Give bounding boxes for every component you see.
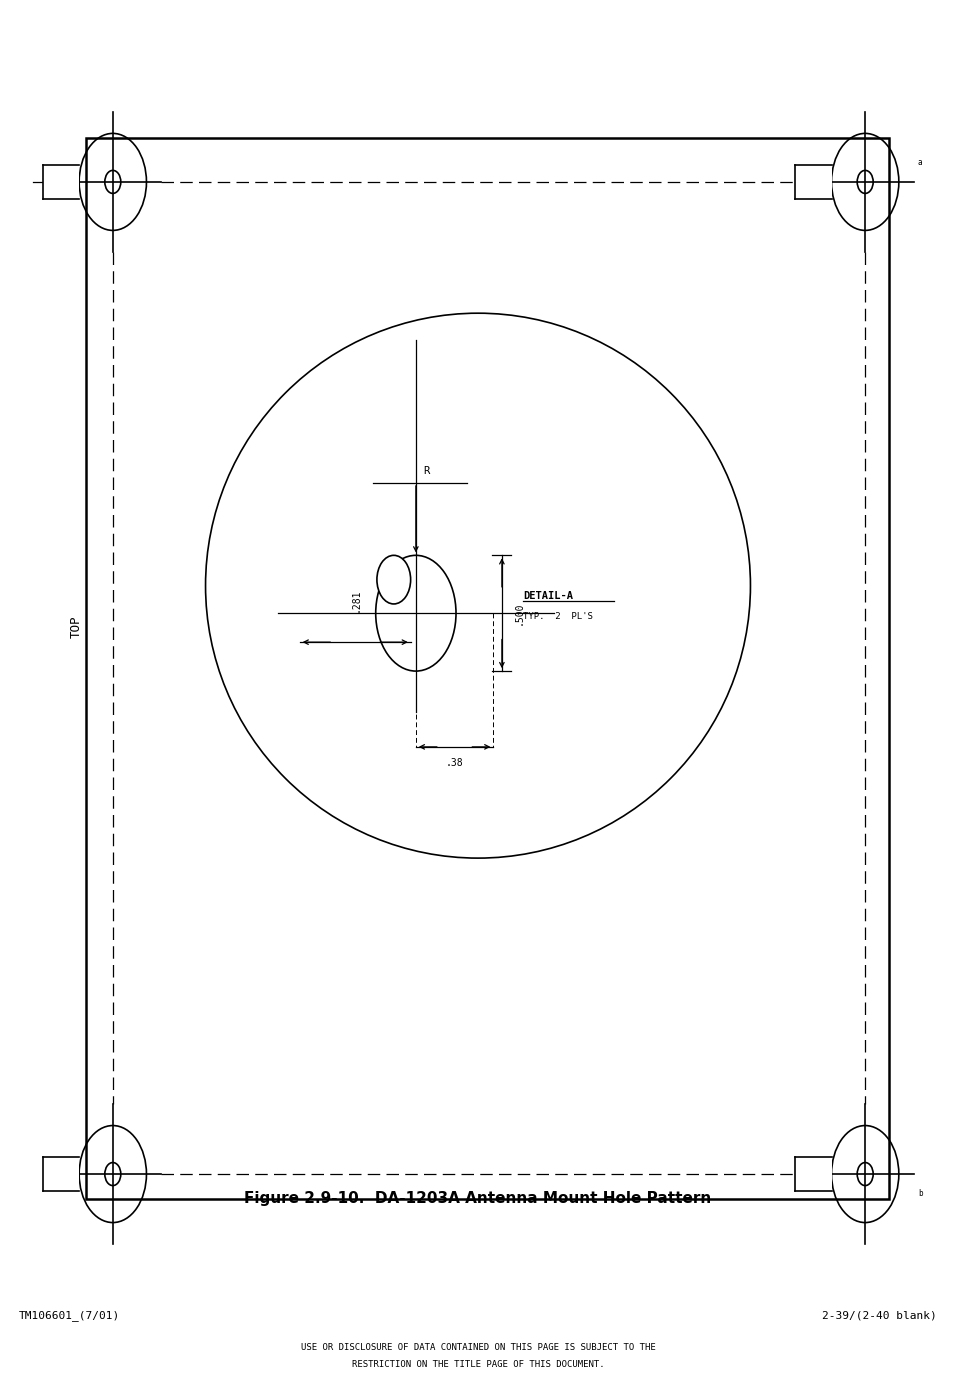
Text: RESTRICTION ON THE TITLE PAGE OF THIS DOCUMENT.: RESTRICTION ON THE TITLE PAGE OF THIS DO… xyxy=(352,1360,604,1368)
Text: b: b xyxy=(918,1189,923,1199)
Text: DETAIL-A: DETAIL-A xyxy=(523,591,574,601)
Text: a: a xyxy=(918,157,923,167)
Bar xyxy=(43,165,79,198)
Text: TM106601_(7/01): TM106601_(7/01) xyxy=(19,1310,120,1322)
Text: TOP: TOP xyxy=(70,616,83,638)
Text: .500: .500 xyxy=(513,601,523,626)
Text: USE OR DISCLOSURE OF DATA CONTAINED ON THIS PAGE IS SUBJECT TO THE: USE OR DISCLOSURE OF DATA CONTAINED ON T… xyxy=(300,1344,656,1352)
Text: .281: .281 xyxy=(350,588,360,612)
Circle shape xyxy=(377,555,411,604)
Bar xyxy=(43,1158,79,1191)
Text: 2-39/(2-40 blank): 2-39/(2-40 blank) xyxy=(822,1310,937,1322)
Bar xyxy=(795,165,832,198)
Bar xyxy=(795,1158,832,1191)
Text: Figure 2.9-10.  DA-1203A Antenna Mount Hole Pattern: Figure 2.9-10. DA-1203A Antenna Mount Ho… xyxy=(245,1192,711,1206)
Text: .38: .38 xyxy=(445,758,464,768)
Text: R: R xyxy=(424,466,430,475)
Text: TYP.  2  PL'S: TYP. 2 PL'S xyxy=(523,612,594,620)
Bar xyxy=(86,138,889,1199)
